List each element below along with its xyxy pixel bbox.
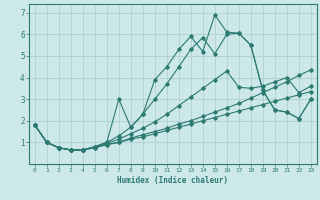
X-axis label: Humidex (Indice chaleur): Humidex (Indice chaleur)	[117, 176, 228, 185]
